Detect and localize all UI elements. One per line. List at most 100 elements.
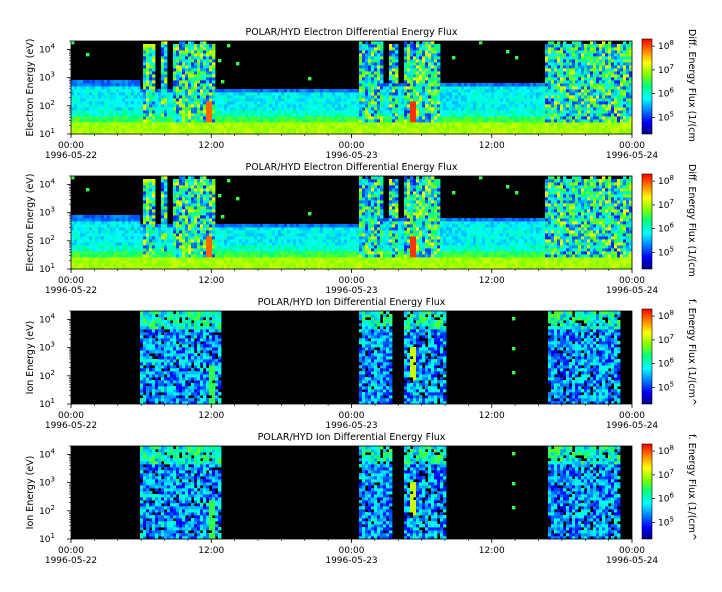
heatmap-cell xyxy=(326,119,330,123)
heatmap-cell xyxy=(107,104,111,108)
heatmap-cell xyxy=(488,110,492,114)
heatmap-cell xyxy=(368,128,372,132)
heatmap-cell xyxy=(254,122,258,126)
heatmap-cell xyxy=(188,113,192,117)
heatmap-cell xyxy=(449,104,453,108)
heatmap-cell xyxy=(521,131,525,135)
heatmap-cell xyxy=(446,89,450,93)
heatmap-cell xyxy=(368,116,372,120)
heatmap-cell xyxy=(536,104,540,108)
heatmap-cell xyxy=(161,263,165,267)
y-tick-base: 10 xyxy=(39,74,51,84)
heatmap-cell xyxy=(98,242,102,246)
heatmap-cell xyxy=(362,50,366,54)
heatmap-cell xyxy=(212,59,216,63)
heatmap-cell xyxy=(71,263,75,267)
heatmap-cell xyxy=(155,131,159,135)
heatmap-cell xyxy=(239,101,243,105)
heatmap-cell xyxy=(131,98,135,102)
heatmap-cell xyxy=(101,107,105,111)
heatmap-cell xyxy=(437,50,441,54)
heatmap-cell xyxy=(179,113,183,117)
heatmap-cell xyxy=(455,107,459,111)
heatmap-cell xyxy=(74,110,78,114)
heatmap-cell xyxy=(584,113,588,117)
heatmap-cell xyxy=(548,86,552,90)
heatmap-cell xyxy=(161,50,165,54)
heatmap-cell xyxy=(179,110,183,114)
heatmap-cell xyxy=(158,230,162,234)
heatmap-cell xyxy=(128,83,132,87)
heatmap-cell xyxy=(119,95,123,99)
heatmap-cell xyxy=(524,131,528,135)
heatmap-cell xyxy=(197,83,201,87)
heatmap-cell xyxy=(308,131,312,135)
heatmap-cell xyxy=(530,92,534,96)
heatmap-cell xyxy=(617,68,621,72)
heatmap-cell xyxy=(416,59,420,63)
heatmap-cell xyxy=(134,254,138,258)
heatmap-cell xyxy=(596,71,600,75)
heatmap-cell xyxy=(221,92,225,96)
heatmap-cell xyxy=(143,128,147,132)
heatmap-cell xyxy=(86,221,90,225)
heatmap-cell xyxy=(209,119,213,123)
heatmap-cell xyxy=(173,44,177,48)
heatmap-cell xyxy=(569,62,573,66)
heatmap-cell xyxy=(146,125,150,129)
heatmap-cell xyxy=(203,119,207,123)
heatmap-cell xyxy=(611,110,615,114)
heatmap-cell xyxy=(566,92,570,96)
heatmap-cell xyxy=(395,74,399,78)
heatmap-cell xyxy=(404,68,408,72)
heatmap-cell xyxy=(365,62,369,66)
heatmap-cell xyxy=(377,104,381,108)
heatmap-cell xyxy=(578,122,582,126)
heatmap-cell xyxy=(200,80,204,84)
heatmap-cell xyxy=(314,113,318,117)
heatmap-cell xyxy=(401,101,405,105)
heatmap-cell xyxy=(119,128,123,132)
heatmap-cell xyxy=(176,239,180,243)
heatmap-cell xyxy=(368,74,372,78)
heatmap-cell xyxy=(551,119,555,123)
heatmap-cell xyxy=(131,233,135,237)
heatmap-cell xyxy=(164,203,168,207)
heatmap-cell xyxy=(380,56,384,60)
heatmap-cell xyxy=(110,257,114,261)
heatmap-cell xyxy=(350,107,354,111)
heatmap-cell xyxy=(95,116,99,120)
heatmap-cell xyxy=(587,92,591,96)
heatmap-cell xyxy=(605,50,609,54)
heatmap-cell xyxy=(554,128,558,132)
heatmap-cell xyxy=(212,44,216,48)
heatmap-cell xyxy=(167,110,171,114)
heatmap-cell xyxy=(173,83,177,87)
heatmap-cell xyxy=(185,74,189,78)
heatmap-cell xyxy=(380,83,384,87)
heatmap-cell xyxy=(152,62,156,66)
heatmap-cell xyxy=(92,116,96,120)
heatmap-cell xyxy=(506,83,510,87)
heatmap-cell xyxy=(620,122,624,126)
heatmap-cell xyxy=(380,53,384,57)
heatmap-cell xyxy=(365,41,369,45)
heatmap-cell xyxy=(221,80,225,84)
heatmap-cell xyxy=(71,236,75,240)
heatmap-cell xyxy=(602,125,606,129)
heatmap-cell xyxy=(374,62,378,66)
heatmap-cell xyxy=(164,68,168,72)
heatmap-cell xyxy=(410,71,414,75)
heatmap-cell xyxy=(557,95,561,99)
heatmap-cell xyxy=(179,188,183,192)
heatmap-cell xyxy=(113,89,117,93)
heatmap-cell xyxy=(611,74,615,78)
heatmap-cell xyxy=(113,98,117,102)
heatmap-cell xyxy=(275,110,279,114)
heatmap-cell xyxy=(185,125,189,129)
heatmap-cell xyxy=(128,128,132,132)
heatmap-cell xyxy=(428,92,432,96)
heatmap-cell xyxy=(614,116,618,120)
heatmap-cell xyxy=(149,56,153,60)
heatmap-cell xyxy=(212,95,216,99)
